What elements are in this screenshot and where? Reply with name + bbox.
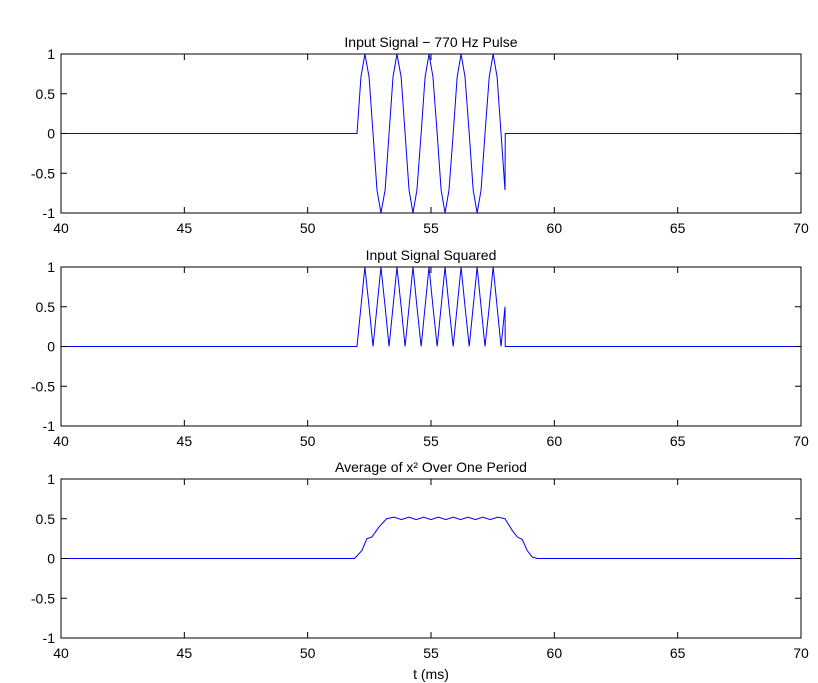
y-tick-label: 0	[47, 126, 55, 142]
x-tick-label: 70	[793, 220, 809, 236]
axes-title: Input Signal − 770 Hz Pulse	[344, 34, 517, 50]
signal-line	[61, 53, 801, 214]
x-tick-label: 65	[670, 220, 686, 236]
y-tick-label: 1	[47, 46, 55, 62]
y-tick-label: -0.5	[31, 165, 55, 181]
y-tick-label: 0	[47, 551, 55, 567]
x-tick-label: 50	[300, 220, 316, 236]
y-tick-label: 1	[47, 471, 55, 487]
x-tick-label: 50	[300, 645, 316, 661]
axes-title: Input Signal Squared	[366, 247, 497, 263]
x-tick-label: 65	[670, 645, 686, 661]
y-tick-label: -0.5	[31, 378, 55, 394]
x-tick-label: 55	[423, 220, 439, 236]
x-tick-label: 40	[53, 645, 69, 661]
y-tick-label: 0.5	[36, 511, 56, 527]
x-tick-label: 55	[423, 645, 439, 661]
signal-line	[61, 266, 801, 347]
signal-line	[61, 516, 801, 559]
x-tick-label: 70	[793, 433, 809, 449]
x-tick-label: 70	[793, 645, 809, 661]
x-tick-label: 65	[670, 433, 686, 449]
y-tick-label: -1	[43, 205, 56, 221]
y-tick-label: 0.5	[36, 299, 56, 315]
x-tick-label: 55	[423, 433, 439, 449]
x-axis-label: t (ms)	[413, 666, 449, 682]
x-tick-label: 50	[300, 433, 316, 449]
y-tick-label: 0.5	[36, 86, 56, 102]
y-tick-label: -1	[43, 418, 56, 434]
y-tick-label: 1	[47, 259, 55, 275]
axes-title: Average of x² Over One Period	[335, 459, 527, 475]
x-tick-label: 60	[547, 220, 563, 236]
x-tick-label: 45	[177, 645, 193, 661]
y-tick-label: 0	[47, 339, 55, 355]
x-tick-label: 45	[177, 220, 193, 236]
x-tick-label: 45	[177, 433, 193, 449]
y-tick-label: -0.5	[31, 590, 55, 606]
y-tick-label: -1	[43, 630, 56, 646]
x-tick-label: 40	[53, 220, 69, 236]
x-tick-label: 60	[547, 645, 563, 661]
x-tick-label: 40	[53, 433, 69, 449]
x-tick-label: 60	[547, 433, 563, 449]
